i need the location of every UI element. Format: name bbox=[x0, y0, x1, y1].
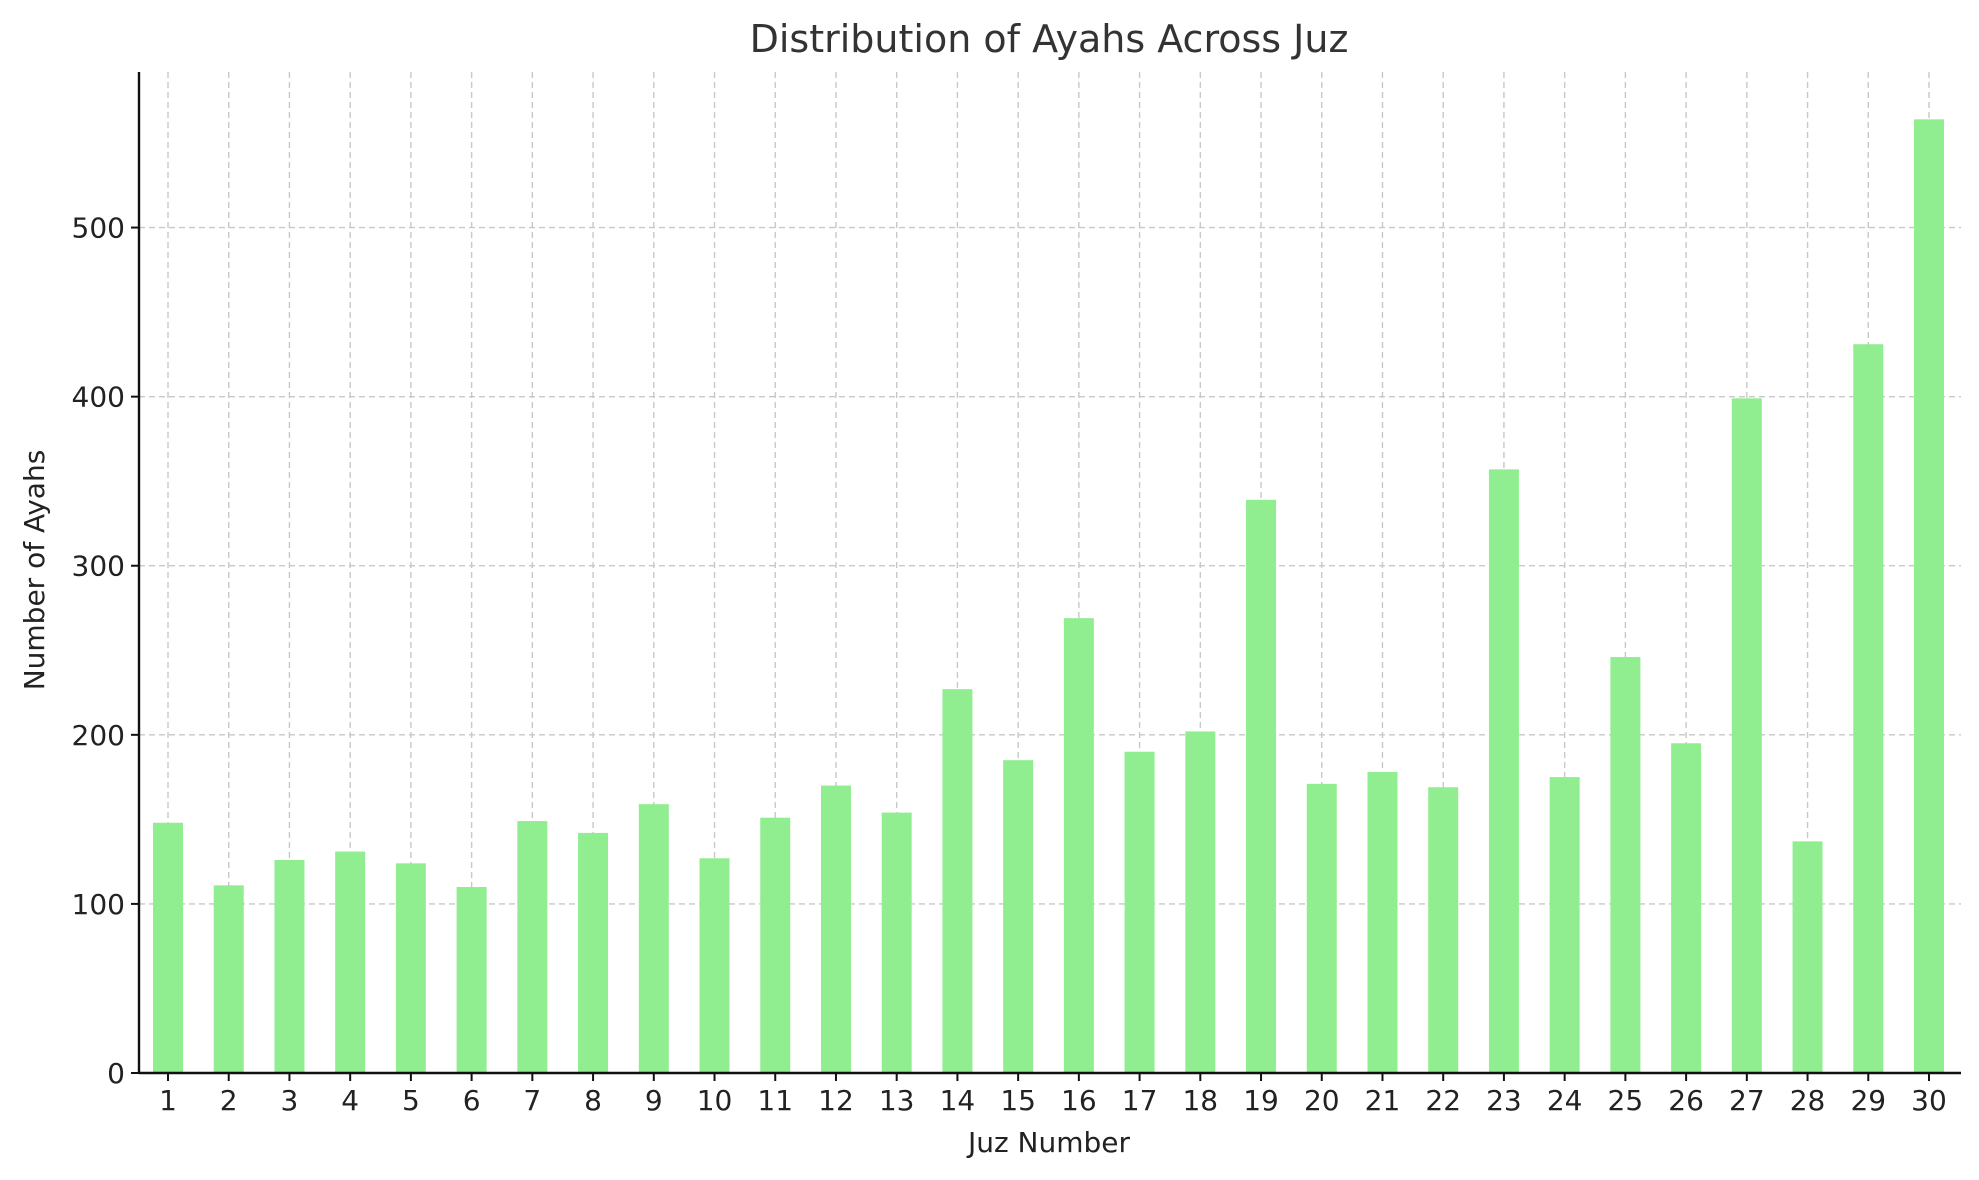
bar-juz-7 bbox=[517, 821, 548, 1073]
bar-juz-13 bbox=[881, 812, 912, 1073]
bar-juz-28 bbox=[1792, 841, 1823, 1073]
x-tick-label: 1 bbox=[159, 1084, 177, 1117]
axes bbox=[137, 72, 1961, 1075]
x-tick-label: 21 bbox=[1365, 1084, 1401, 1117]
x-tick-label: 19 bbox=[1243, 1084, 1279, 1117]
x-tick-label: 11 bbox=[757, 1084, 793, 1117]
y-tick-label: 200 bbox=[72, 719, 125, 752]
y-ticks: 0 100 200 300 400 500 bbox=[72, 212, 139, 1090]
x-tick-label: 6 bbox=[463, 1084, 481, 1117]
bar-juz-30 bbox=[1914, 119, 1944, 1073]
x-tick-label: 9 bbox=[645, 1084, 663, 1117]
bar-juz-20 bbox=[1306, 783, 1337, 1073]
x-tick-label: 12 bbox=[818, 1084, 854, 1117]
x-tick-label: 27 bbox=[1729, 1084, 1765, 1117]
x-tick-label: 29 bbox=[1850, 1084, 1886, 1117]
y-axis-label: Number of Ayahs bbox=[18, 450, 51, 691]
bar-juz-11 bbox=[760, 817, 791, 1073]
y-tick-label: 500 bbox=[72, 212, 125, 245]
x-tick-label: 7 bbox=[523, 1084, 541, 1117]
x-tick-label: 18 bbox=[1182, 1084, 1218, 1117]
x-tick-label: 10 bbox=[697, 1084, 733, 1117]
x-tick-label: 3 bbox=[281, 1084, 299, 1117]
bar-juz-9 bbox=[638, 804, 669, 1073]
bar-juz-6 bbox=[456, 887, 487, 1073]
x-axis-label: Juz Number bbox=[966, 1126, 1131, 1159]
x-tick-label: 23 bbox=[1486, 1084, 1522, 1117]
bar-juz-5 bbox=[395, 863, 426, 1073]
bar-juz-25 bbox=[1610, 657, 1641, 1073]
x-tick-label: 28 bbox=[1790, 1084, 1826, 1117]
bar-juz-22 bbox=[1428, 787, 1459, 1073]
x-tick-label: 22 bbox=[1425, 1084, 1461, 1117]
x-tick-label: 13 bbox=[879, 1084, 915, 1117]
bar-juz-18 bbox=[1185, 731, 1216, 1073]
x-tick-label: 24 bbox=[1547, 1084, 1583, 1117]
x-tick-label: 25 bbox=[1608, 1084, 1644, 1117]
y-tick-label: 100 bbox=[72, 888, 125, 921]
bar-juz-15 bbox=[1003, 760, 1034, 1073]
bar-juz-10 bbox=[699, 858, 730, 1073]
x-tick-label: 16 bbox=[1061, 1084, 1097, 1117]
chart-title: Distribution of Ayahs Across Juz bbox=[750, 17, 1349, 61]
bar-juz-3 bbox=[274, 859, 305, 1073]
y-tick-label: 300 bbox=[72, 550, 125, 583]
bar-juz-27 bbox=[1731, 398, 1762, 1073]
bar-juz-2 bbox=[213, 885, 244, 1073]
bar-juz-14 bbox=[942, 689, 973, 1073]
x-tick-label: 5 bbox=[402, 1084, 420, 1117]
y-tick-label: 0 bbox=[107, 1057, 125, 1090]
bar-juz-24 bbox=[1549, 777, 1580, 1073]
x-tick-label: 30 bbox=[1911, 1084, 1947, 1117]
bar-juz-16 bbox=[1063, 618, 1094, 1073]
bars bbox=[153, 119, 1944, 1073]
bar-juz-4 bbox=[335, 851, 366, 1073]
bar-juz-21 bbox=[1367, 772, 1398, 1073]
x-tick-label: 8 bbox=[584, 1084, 602, 1117]
bar-juz-29 bbox=[1853, 344, 1884, 1073]
bar-juz-26 bbox=[1671, 743, 1702, 1073]
y-tick-label: 400 bbox=[72, 381, 125, 414]
bar-juz-23 bbox=[1488, 469, 1519, 1073]
bar-juz-17 bbox=[1124, 751, 1155, 1073]
x-tick-label: 26 bbox=[1668, 1084, 1704, 1117]
x-tick-label: 4 bbox=[341, 1084, 359, 1117]
x-tick-label: 2 bbox=[220, 1084, 238, 1117]
bar-juz-19 bbox=[1246, 499, 1277, 1073]
bar-juz-1 bbox=[153, 822, 183, 1073]
x-tick-label: 15 bbox=[1000, 1084, 1036, 1117]
x-ticks: 1 2 3 4 5 6 7 8 9 10 11 12 13 14 15 16 17 18 19 20 21 22 23 24 2… bbox=[159, 1073, 1947, 1117]
x-tick-label: 17 bbox=[1122, 1084, 1158, 1117]
x-tick-label: 14 bbox=[940, 1084, 976, 1117]
bar-juz-12 bbox=[820, 785, 851, 1073]
bar-juz-8 bbox=[578, 832, 609, 1073]
x-tick-label: 20 bbox=[1304, 1084, 1340, 1117]
